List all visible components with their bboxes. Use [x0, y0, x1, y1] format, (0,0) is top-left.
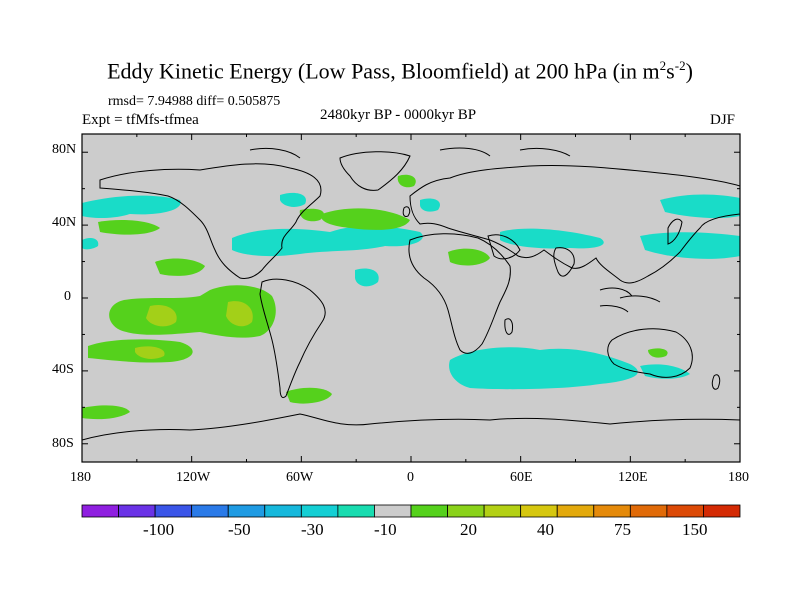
period-label: 2480kyr BP - 0000kyr BP	[320, 107, 477, 123]
lon-label-0: 0	[407, 470, 414, 485]
experiment-label: Expt = tfMfs-tfmea	[82, 112, 199, 128]
colorbar-swatch	[154, 504, 193, 518]
axis-ticks	[81, 134, 741, 462]
colorbar-swatch	[703, 504, 741, 518]
anomaly-pos-hawaii	[155, 258, 205, 276]
anomaly-neg-natlantic	[232, 225, 423, 257]
colorbar-swatch	[447, 504, 485, 518]
colorbar-swatch	[556, 504, 595, 518]
lon-label-180e: 180	[728, 470, 749, 485]
anomaly-neg-npac-east	[660, 194, 740, 219]
colorbar-label-40: 40	[537, 520, 554, 539]
anomaly-neg-europe	[420, 198, 440, 212]
colorbar-swatch	[410, 504, 448, 518]
colorbar-swatch	[593, 504, 631, 518]
anomaly-neg-canada	[280, 192, 306, 207]
lat-label-80s: 80S	[52, 436, 74, 451]
anomaly-pos-npac	[98, 220, 160, 235]
season-label: DJF	[710, 112, 736, 128]
anomaly-fields	[82, 174, 740, 420]
colorbar-swatch	[629, 504, 668, 518]
anomaly-strong-spacific	[146, 304, 177, 327]
anomaly-neg-asia	[500, 228, 604, 249]
anomaly-pos-australia	[648, 348, 668, 358]
colorbar-label-m30: -30	[301, 520, 324, 539]
anomaly-strong-spacific2	[226, 301, 253, 327]
colorbar-swatch	[374, 504, 412, 518]
colorbar-swatch	[520, 504, 558, 518]
colorbar-swatch	[81, 504, 119, 518]
colorbar-label-m10: -10	[374, 520, 397, 539]
colorbar	[81, 504, 741, 518]
lon-label-60e: 60E	[510, 470, 533, 485]
lat-label-40n: 40N	[52, 215, 77, 230]
colorbar-label-150: 150	[682, 520, 708, 539]
anomaly-pos-natlantic	[321, 208, 410, 230]
colorbar-swatch	[300, 504, 339, 518]
anomaly-pos-spac-far	[82, 405, 130, 420]
colorbar-swatch	[191, 504, 229, 518]
colorbar-swatch	[264, 504, 302, 518]
lat-label-80n: 80N	[52, 142, 77, 157]
lon-label-120e: 120E	[618, 470, 648, 485]
colorbar-swatch	[118, 504, 156, 518]
anomaly-neg-npac2	[82, 238, 99, 250]
coastlines	[82, 147, 740, 441]
colorbar-swatch	[483, 504, 522, 518]
colorbar-swatch	[337, 504, 375, 518]
plot-title: Eddy Kinetic Energy (Low Pass, Bloomfiel…	[107, 58, 693, 84]
anomaly-pos-newfoundland	[299, 208, 324, 222]
anomaly-pos-drake	[286, 387, 332, 404]
colorbar-label-75: 75	[614, 520, 631, 539]
lon-label-60w: 60W	[286, 470, 314, 485]
lat-label-40s: 40S	[52, 362, 74, 377]
colorbar-label-20: 20	[460, 520, 477, 539]
colorbar-swatch	[227, 504, 266, 518]
colorbar-label-m50: -50	[228, 520, 251, 539]
anomaly-neg-sindian	[449, 347, 638, 390]
colorbar-label-m100: -100	[143, 520, 175, 539]
anomaly-neg-npacific	[82, 195, 181, 218]
anomaly-neg-atlantic-low	[355, 268, 379, 287]
anomaly-pos-greenland	[397, 174, 416, 188]
colorbar-swatch	[666, 504, 704, 518]
anomaly-pos-spacific	[109, 285, 276, 338]
anomaly-strong-spac-south	[135, 346, 165, 359]
anomaly-pos-nafrica	[448, 248, 490, 266]
anomaly-neg-japan	[640, 232, 740, 259]
lon-label-120w: 120W	[176, 470, 211, 485]
lat-label-eq: 0	[64, 289, 71, 304]
lon-label-180w: 180	[70, 470, 91, 485]
stats-label: rmsd= 7.94988 diff= 0.505875	[108, 94, 281, 109]
